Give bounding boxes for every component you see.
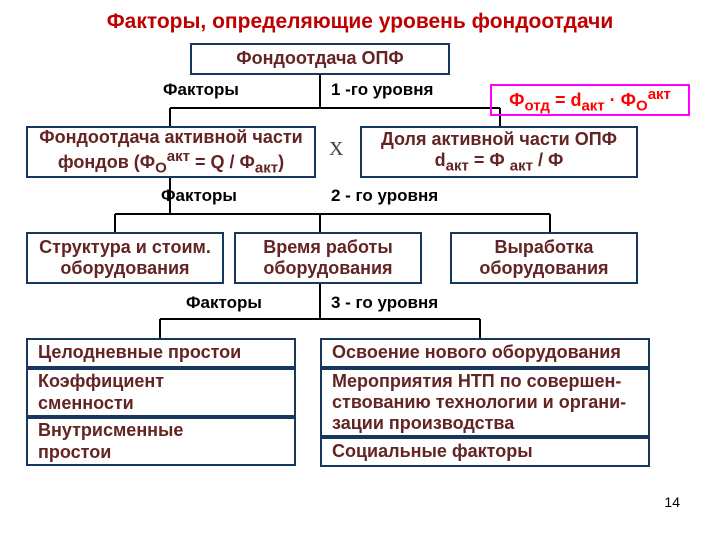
- box-l3-left1: Целодневные простои: [26, 338, 296, 368]
- slide: Факторы, определяющие уровень фондоотдач…: [0, 0, 720, 540]
- formula-text: Фотд = dакт · ФОакт: [509, 86, 671, 115]
- label-level3-right: 3 - го уровня: [331, 293, 438, 313]
- l2c-line2: оборудования: [479, 258, 608, 279]
- l1-right-line2: dакт = Ф акт / Ф: [435, 150, 564, 175]
- box-top: Фондоотдача ОПФ: [190, 43, 450, 75]
- l3-left2-line1: Коэффициент: [38, 371, 164, 392]
- page-number: 14: [664, 494, 680, 510]
- multiply-symbol: Х: [329, 138, 343, 161]
- label-level3-left: Факторы: [186, 293, 262, 313]
- l2c-line1: Выработка: [495, 237, 594, 258]
- l3-right2-line1: Мероприятия НТП по совершен-: [332, 371, 621, 392]
- l2a-line1: Структура и стоим.: [39, 237, 211, 258]
- l3-left3-line2: простои: [38, 442, 111, 463]
- slide-title: Факторы, определяющие уровень фондоотдач…: [0, 10, 720, 34]
- box-l2-c: Выработка оборудования: [450, 232, 638, 284]
- l1-left-line1: Фондоотдача активной части: [39, 127, 302, 148]
- l3-left2-line2: сменности: [38, 393, 134, 414]
- l2b-line1: Время работы: [263, 237, 392, 258]
- formula-box: Фотд = dакт · ФОакт: [490, 84, 690, 116]
- box-l2-b: Время работы оборудования: [234, 232, 422, 284]
- box-l3-right3: Социальные факторы: [320, 437, 650, 467]
- label-level2-left: Факторы: [161, 186, 237, 206]
- label-level1-right: 1 -го уровня: [331, 80, 433, 100]
- box-l3-left2: Коэффициент сменности: [26, 368, 296, 417]
- l2b-line2: оборудования: [263, 258, 392, 279]
- l3-right2-line2: ствованию технологии и органи-: [332, 392, 626, 413]
- l3-right2-line3: зации производства: [332, 413, 514, 434]
- box-l1-left: Фондоотдача активной части фондов (ФОакт…: [26, 126, 316, 178]
- box-l1-right: Доля активной части ОПФ dакт = Ф акт / Ф: [360, 126, 638, 178]
- label-level2-right: 2 - го уровня: [331, 186, 438, 206]
- l1-right-line1: Доля активной части ОПФ: [381, 129, 617, 150]
- box-l3-right2: Мероприятия НТП по совершен- ствованию т…: [320, 368, 650, 437]
- l3-left3-line1: Внутрисменные: [38, 420, 183, 441]
- label-level1-left: Факторы: [163, 80, 239, 100]
- l2a-line2: оборудования: [60, 258, 189, 279]
- l1-left-line2: фондов (ФОакт = Q / Факт): [58, 148, 284, 177]
- box-l2-a: Структура и стоим. оборудования: [26, 232, 224, 284]
- box-l3-right1: Освоение нового оборудования: [320, 338, 650, 368]
- box-l3-left3: Внутрисменные простои: [26, 417, 296, 466]
